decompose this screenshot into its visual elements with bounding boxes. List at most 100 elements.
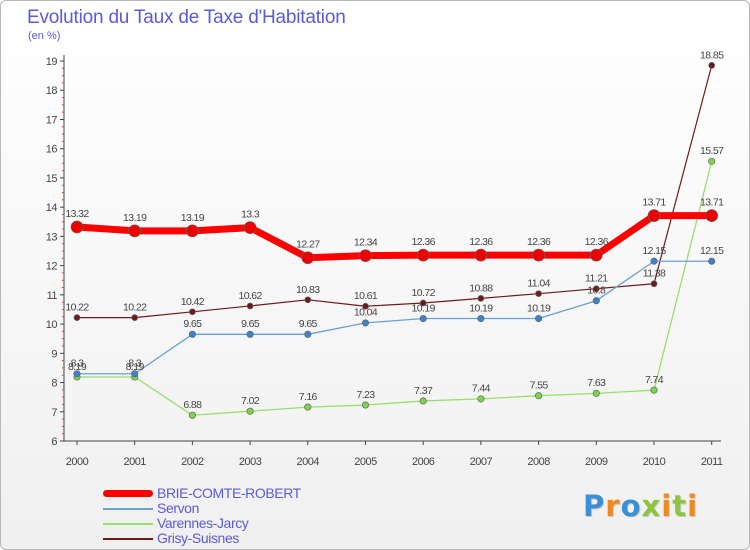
y-tick-label: 16: [46, 144, 58, 156]
y-tick-label: 18: [46, 85, 58, 97]
data-label-brie-comte-robert: 13.32: [65, 208, 89, 220]
y-tick-label: 13: [46, 231, 58, 243]
data-label-servon: 10.19: [527, 302, 551, 314]
data-label-grisy-suisnes: 10.22: [123, 302, 147, 314]
data-point-varennes-jarcy: [477, 395, 485, 403]
x-tick-label: 2007: [470, 456, 493, 468]
data-label-brie-comte-robert: 12.36: [527, 236, 551, 248]
data-point-grisy-suisnes: [246, 302, 254, 310]
data-label-grisy-suisnes: 10.22: [65, 302, 89, 314]
legend-label-servon: Servon: [157, 500, 199, 516]
x-tick-label: 2011: [701, 456, 723, 468]
x-tick-label: 2002: [181, 456, 204, 468]
legend-label-varennes: Varennes-Jarcy: [157, 515, 249, 531]
data-label-grisy-suisnes: 10.72: [412, 287, 436, 299]
data-point-grisy-suisnes: [592, 285, 600, 293]
legend-label-brie: BRIE-COMTE-ROBERT: [157, 485, 301, 501]
x-tick-label: 2008: [527, 456, 550, 468]
legend-swatch-grisy: [103, 537, 153, 540]
data-label-brie-comte-robert: 13.19: [181, 212, 205, 224]
data-point-varennes-jarcy: [419, 397, 427, 405]
data-point-brie-comte-robert: [128, 224, 142, 238]
y-tick-label: 14: [46, 202, 58, 214]
data-point-brie-comte-robert: [647, 209, 661, 222]
series-line-brie-comte-robert: [73, 212, 716, 262]
chart-axes: 6 7 8 9 10 11 12 13 14 15 16 17 18 19 2000 2001 2002 2003…: [46, 55, 723, 468]
data-point-servon: [361, 319, 370, 327]
x-tick-label: 2004: [297, 456, 320, 468]
logo-letter: x: [641, 489, 662, 523]
data-label-varennes-jarcy: 7.63: [587, 377, 606, 389]
data-label-grisy-suisnes: 10.61: [354, 290, 378, 302]
chart-series: [70, 62, 719, 419]
data-point-brie-comte-robert: [70, 220, 84, 234]
x-tick-label: 2003: [239, 456, 262, 468]
y-tick-label: 8: [51, 378, 57, 390]
data-point-brie-comte-robert: [705, 209, 719, 222]
y-tick-label: 12: [46, 261, 58, 273]
legend-swatch-brie: [103, 490, 153, 497]
legend-swatch-varennes: [103, 522, 153, 525]
data-label-brie-comte-robert: 13.71: [700, 197, 724, 209]
x-tick-label: 2001: [123, 456, 146, 468]
data-label-varennes-jarcy: 7.37: [414, 385, 433, 397]
data-point-servon: [419, 314, 427, 323]
data-label-servon: 9.65: [183, 318, 202, 330]
data-point-grisy-suisnes: [73, 314, 81, 321]
data-point-servon: [650, 257, 658, 265]
data-point-grisy-suisnes: [304, 296, 312, 304]
data-label-varennes-jarcy: 7.55: [530, 379, 549, 391]
y-tick-label: 7: [51, 407, 57, 419]
data-point-grisy-suisnes: [708, 62, 716, 69]
y-tick-label: 10: [46, 319, 58, 331]
data-point-grisy-suisnes: [419, 299, 427, 307]
data-point-servon: [73, 370, 81, 378]
data-label-servon: 12.15: [700, 245, 724, 257]
series-line-varennes-jarcy: [76, 160, 713, 416]
data-label-brie-comte-robert: 12.27: [296, 239, 320, 251]
data-point-brie-comte-robert: [474, 248, 488, 262]
data-label-grisy-suisnes: 10.83: [296, 284, 320, 296]
data-label-brie-comte-robert: 12.34: [354, 237, 378, 249]
x-tick-label: 2005: [354, 456, 377, 468]
x-tick-label: 2010: [643, 456, 666, 468]
data-label-varennes-jarcy: 6.88: [183, 399, 202, 411]
data-label-brie-comte-robert: 12.36: [585, 236, 609, 248]
y-tick-label: 17: [46, 114, 58, 126]
data-label-grisy-suisnes: 10.88: [469, 282, 493, 294]
data-label-servon: 9.65: [241, 318, 260, 330]
data-point-grisy-suisnes: [131, 314, 139, 321]
data-label-grisy-suisnes: 10.42: [181, 296, 205, 308]
series-line-servon: [76, 260, 713, 375]
data-point-grisy-suisnes: [535, 290, 542, 298]
data-point-grisy-suisnes: [189, 308, 196, 316]
data-point-brie-comte-robert: [359, 249, 372, 263]
logo-letter: P: [583, 489, 606, 523]
data-point-varennes-jarcy: [246, 407, 254, 415]
logo-letter: i: [661, 489, 673, 523]
legend-swatch-servon: [103, 507, 153, 510]
data-point-varennes-jarcy: [708, 157, 716, 165]
logo-letter: t: [672, 489, 688, 523]
logo-letter: o: [620, 489, 642, 523]
proxiti-logo: Proxiti: [583, 489, 698, 523]
logo-letter: i: [687, 489, 699, 523]
data-label-varennes-jarcy: 7.23: [356, 389, 375, 401]
data-point-varennes-jarcy: [361, 401, 370, 409]
data-point-servon: [246, 330, 254, 338]
data-label-varennes-jarcy: 7.44: [472, 383, 491, 395]
data-label-servon: 10.19: [412, 302, 436, 314]
data-label-brie-comte-robert: 12.36: [469, 236, 493, 248]
data-point-servon: [477, 314, 485, 323]
data-label-brie-comte-robert: 12.36: [412, 236, 436, 248]
data-label-grisy-suisnes: 18.85: [700, 49, 724, 61]
data-point-brie-comte-robert: [243, 221, 257, 234]
data-point-varennes-jarcy: [188, 411, 196, 419]
y-tick-label: 9: [51, 348, 57, 360]
data-point-grisy-suisnes: [477, 295, 485, 302]
data-label-varennes-jarcy: 8.19: [126, 361, 145, 373]
data-label-varennes-jarcy: 7.16: [299, 391, 318, 403]
logo-letter: r: [605, 489, 621, 523]
data-label-servon: 10.19: [469, 302, 493, 314]
